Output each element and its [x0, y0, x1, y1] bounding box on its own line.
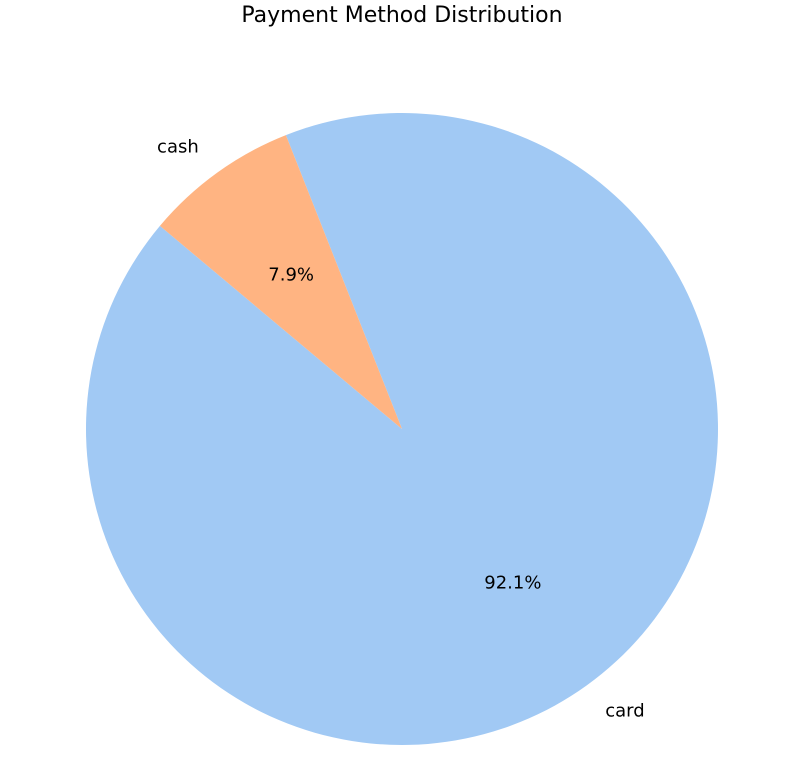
- pie-labels: card 92.1% cash 7.9%: [157, 137, 645, 722]
- slice-label-cash: cash: [157, 137, 199, 158]
- pie-slice-cash: [159, 135, 402, 429]
- chart-title: Payment Method Distribution: [241, 3, 562, 28]
- slice-percent-card: 92.1%: [484, 572, 541, 593]
- pie-slices: [86, 113, 718, 746]
- slice-label-card: card: [605, 700, 644, 721]
- slice-percent-cash: 7.9%: [268, 265, 314, 286]
